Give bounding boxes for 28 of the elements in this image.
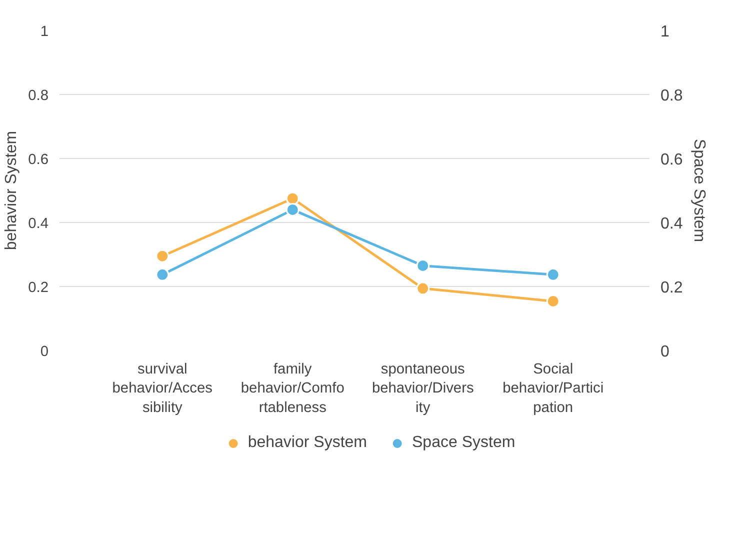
y-tick-label: 1 [40, 24, 49, 40]
point [156, 268, 170, 282]
y2-tick-label: 0.2 [660, 280, 683, 296]
point [286, 202, 300, 216]
y2-tick-label: 0.8 [660, 88, 683, 104]
point [546, 268, 560, 282]
y-tick-label: 0.6 [28, 152, 48, 168]
x-tick-label: Social behavior/Partici pation [502, 362, 604, 416]
y-tick-label: 0.4 [28, 216, 48, 232]
y2-tick-label: 0.6 [660, 152, 683, 168]
y-tick-label: 0.8 [28, 88, 48, 104]
y-tick-label: 0.2 [28, 280, 48, 296]
point [156, 249, 170, 263]
y2-tick-label: 1 [660, 24, 670, 40]
point [416, 258, 430, 272]
x-tick-label: spontaneous behavior/Divers ity [372, 362, 474, 416]
point [416, 282, 430, 296]
x-tick-label: survival behavior/Acces sibility [112, 362, 213, 416]
legend-label: behavior System [248, 434, 368, 452]
y2-axis-title: Space System [690, 138, 708, 242]
x-tick-label: family behavior/Comfo rtableness [240, 362, 344, 416]
legend-label: Space System [412, 434, 516, 452]
y-tick-label: 0 [40, 344, 49, 360]
y2-tick-label: 0.4 [660, 216, 683, 232]
point [286, 192, 300, 206]
point [546, 294, 560, 308]
y-axis-title: behavior System [3, 130, 20, 250]
y2-tick-label: 0 [660, 344, 670, 360]
